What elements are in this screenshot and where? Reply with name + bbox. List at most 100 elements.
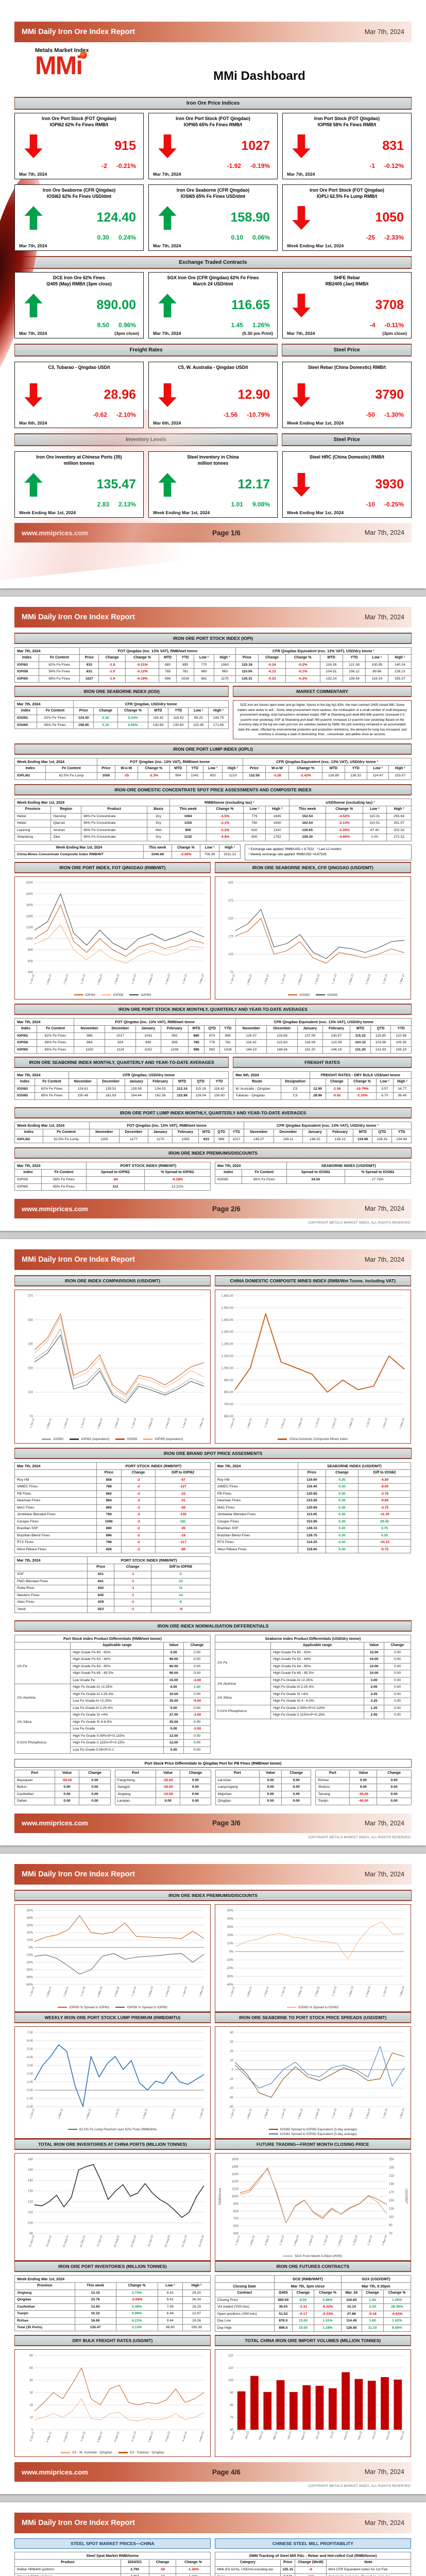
svg-text:1-Sep-23: 1-Sep-23: [365, 973, 371, 985]
table-cell: 16.60: [74, 2317, 116, 2325]
table-cell: FMG Blended Fines: [14, 1578, 88, 1586]
table-cell: 5.00: [163, 1746, 184, 1754]
table-column-header: W-o-W: [265, 765, 289, 773]
table-cell: 1630: [265, 820, 289, 827]
site-link[interactable]: www.mmiprices.com: [22, 2468, 88, 2476]
table-column-header: YTD: [168, 707, 189, 716]
table-column-header: Index: [14, 707, 37, 716]
table-column-header: High ²: [393, 1078, 412, 1086]
table-group-header: SEABORNE INDEX (USD/DMT): [286, 1162, 411, 1170]
table-cell: 800: [243, 834, 266, 841]
card-subtitle: IOPLI 62.5% Fe Lump RMB/t: [316, 193, 378, 199]
table-column-header: MTD: [169, 765, 187, 773]
table-cell: 51.53: [274, 2310, 293, 2318]
legend-item: IOSI65: [316, 993, 337, 997]
table-column-header: QTD: [372, 1129, 393, 1137]
svg-text:7.00: 7.00: [27, 2031, 33, 2035]
site-link[interactable]: www.mmiprices.com: [22, 529, 88, 537]
table-row: 1% Silica High Fe Grade Si <4% 2.25 0.00: [214, 1690, 411, 1705]
chart-line: [34, 1313, 205, 1395]
data-table: Port Value Change Lanshan 0.00 0.00 Lianyungan…: [215, 1770, 312, 1805]
table-cell: 831: [79, 668, 99, 676]
table-column-header: November: [74, 1025, 106, 1033]
table-cell: 0.00: [349, 1776, 378, 1785]
table-cell: PB Fines: [14, 1490, 97, 1498]
table-cell: 5.35: [358, 1532, 411, 1540]
table-row: Shandong Zibo 65% Fe Concentrate Dry 1132 -4.…: [14, 834, 412, 841]
chart-line: [234, 1921, 404, 1959]
table-row: Bayuquan -50.00 0.00: [14, 1776, 111, 1785]
table-column-header: Province: [14, 805, 52, 814]
table-cell: -0.2%: [285, 675, 320, 683]
table-cell: 0.00: [183, 1656, 211, 1664]
svg-text:40%: 40%: [27, 1917, 33, 1920]
data-table: Mar 6th, 2024 FREIGHT RATES - DRY BULK US…: [233, 1071, 412, 1100]
svg-text:Sep-23: Sep-23: [357, 2431, 363, 2441]
freight-rates-table: Mar 6th, 2024 FREIGHT RATES - DRY BULK US…: [233, 1071, 412, 1103]
site-link[interactable]: www.mmiprices.com: [22, 1819, 88, 1827]
svg-text:4-Sep-21: 4-Sep-21: [63, 2431, 69, 2443]
svg-text:1-May-23: 1-May-23: [348, 973, 355, 985]
chart-panel-mines-index: CHINA DOMESTIC COMPOSITE MINES INDEX (RM…: [214, 1275, 411, 1444]
table-column-header: Low ²: [200, 844, 219, 852]
table-column-header: Index: [14, 654, 40, 662]
table-cell: 9.41: [157, 2296, 183, 2304]
table-row: PB Fines 882 -2 -33: [14, 1490, 211, 1498]
card-title: DCE Iron Ore 62% Fines: [53, 275, 105, 280]
table-column-header: Contract: [214, 2290, 275, 2297]
table-cell: 0.00: [183, 1746, 211, 1754]
table-cell: High Grade Fe 60 - 63%: [270, 1649, 365, 1657]
svg-text:1-Jul-21: 1-Jul-21: [264, 1418, 270, 1428]
table-cell: 134.03: [147, 1085, 174, 1093]
svg-text:1-Sep-21: 1-Sep-21: [142, 2108, 148, 2119]
legend-swatch-icon: [283, 2255, 293, 2257]
site-link[interactable]: www.mmiprices.com: [22, 1205, 88, 1213]
table-cell: -4.52%: [325, 812, 363, 821]
table-column-header: This week: [288, 805, 326, 814]
table-cell: -1.0: [98, 668, 126, 676]
table-cell: 116.65: [341, 2296, 362, 2304]
svg-text:110: 110: [389, 2216, 394, 2219]
report-header: MMi Daily Iron Ore Index Report Mar 7th,…: [14, 1249, 412, 1270]
svg-text:1-May-23: 1-May-23: [148, 973, 155, 985]
legend-item: C5 - W. Australia - Qingdao: [61, 2451, 112, 2454]
legend-swatch-icon: [287, 2006, 297, 2008]
table-row: IOSI65 65% Fe Fines 150.46 161.63 164.44 162.…: [14, 1092, 229, 1100]
table-column-header: Change: [384, 1642, 411, 1650]
table-cell: -2.42%: [288, 772, 323, 780]
svg-text:190: 190: [389, 2183, 395, 2186]
total-inventories-chart: 90 100 110 120 130 140 150 160 01-Dec-20 01-Apr-2…: [16, 2156, 209, 2253]
table-column-header: [14, 1564, 88, 1572]
svg-text:1-Sep-23: 1-Sep-23: [165, 1986, 171, 1997]
table-column-header: MTD: [322, 765, 345, 773]
table-cell: 146.16: [322, 1046, 351, 1054]
bar: [263, 2392, 271, 2430]
legend-swatch-icon: [74, 994, 83, 996]
svg-text:20: 20: [230, 2050, 233, 2053]
svg-text:30: 30: [29, 2392, 33, 2395]
table-cell: 0.00: [384, 1704, 411, 1713]
table-cell: 963: [214, 668, 236, 676]
section-header-exchange-contracts: Exchange Traded Contracts: [14, 256, 412, 269]
section-header-steel-price: Steel Price: [282, 344, 412, 357]
table-meta: Mar 7th, 2024: [14, 1556, 88, 1565]
metric-date: Week Ending Mar 1st, 2024: [287, 510, 344, 515]
table-column-header: YTD: [228, 1129, 245, 1137]
table-row: 1% Alumina High Fe Grade Al <2.25% 6.00 1.0…: [14, 1684, 211, 1713]
table-cell: 139.54: [342, 675, 366, 683]
table-cell: IOPI65: [14, 675, 40, 683]
table-cell: 120.65: [298, 1504, 326, 1512]
table-cell: -0.17: [292, 2310, 314, 2318]
table-cell: 65% Fe Concentrate: [81, 826, 148, 835]
table-cell: -2.00: [183, 1676, 211, 1685]
copyright-line: COPYRIGHT METALS MARKET INDEX, ALL RIGHT…: [308, 1221, 411, 1225]
metric-value: 1027: [241, 139, 270, 154]
table-cell: 798: [96, 1539, 122, 1547]
table-column-header: Change: [325, 1469, 359, 1477]
svg-text:1800: 1800: [26, 893, 33, 896]
table-cell: China Mines Concentrate Composite Index …: [14, 851, 144, 859]
table-cell: 706.36: [200, 851, 219, 859]
table-cell: 994: [169, 772, 187, 780]
metric-card: Steel Inventory in China million tonnes 12…: [148, 451, 278, 518]
svg-text:1-May-23: 1-May-23: [148, 1986, 155, 1997]
